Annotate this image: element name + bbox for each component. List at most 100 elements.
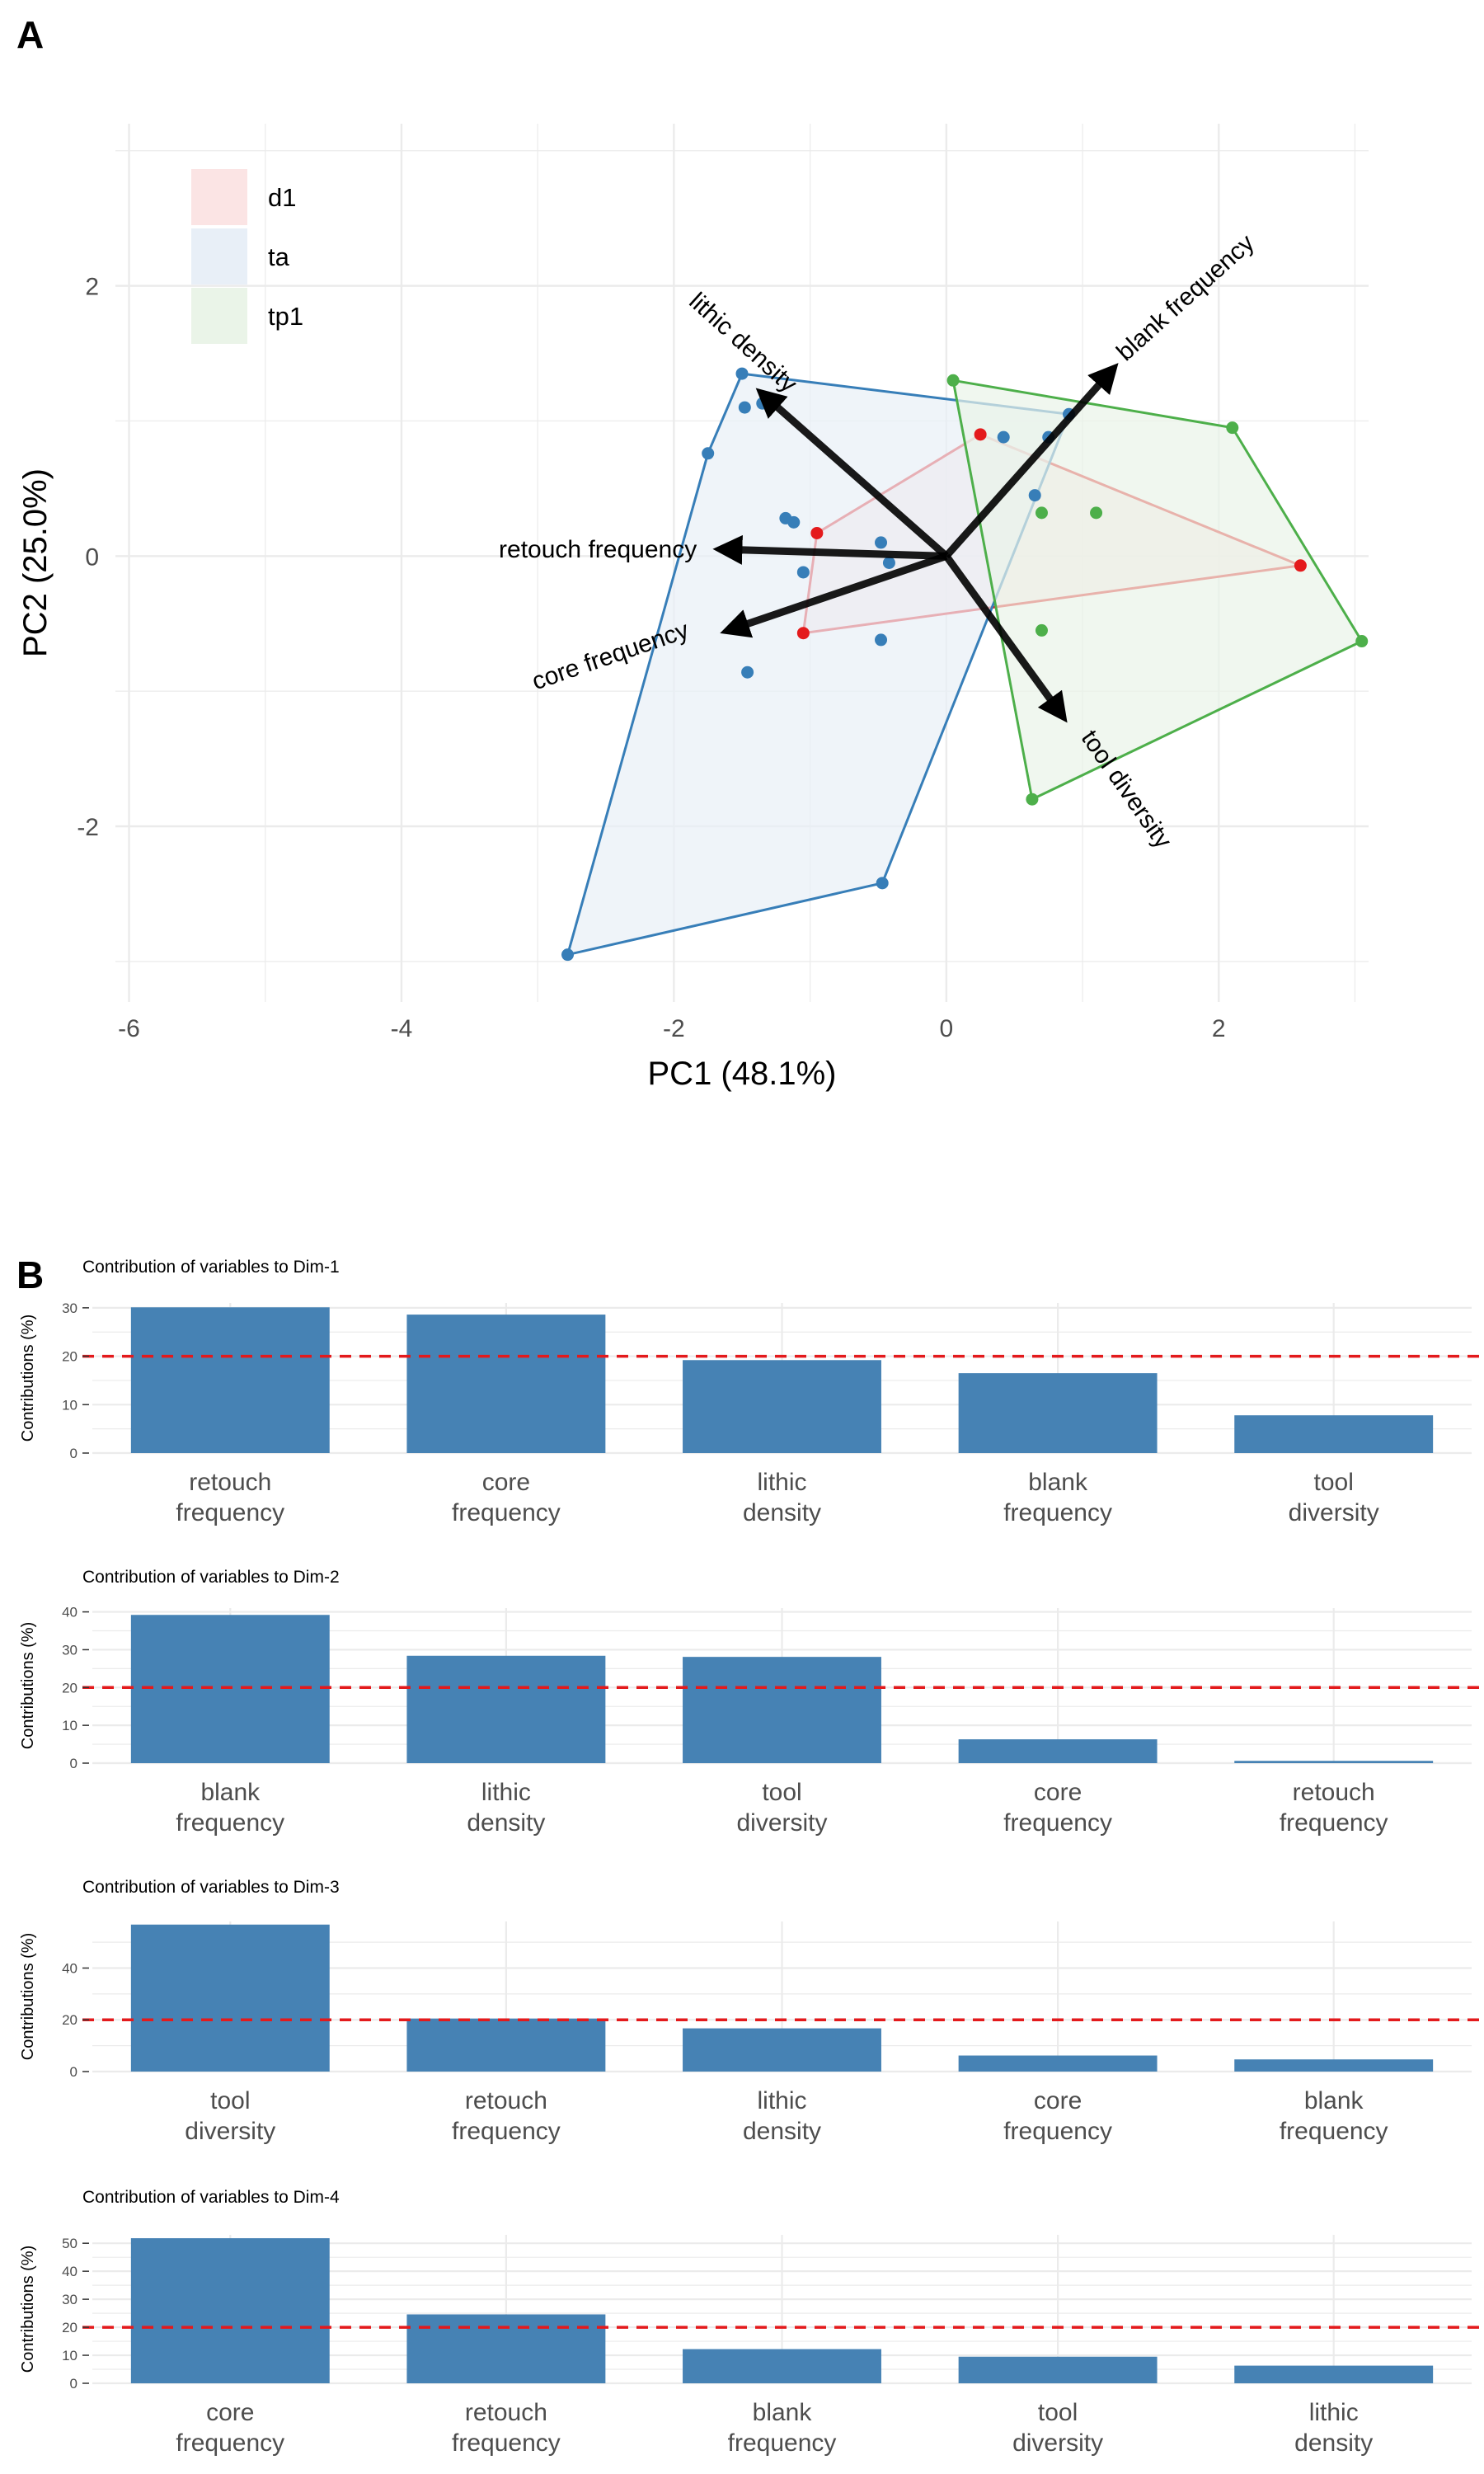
y-tick-label: 10: [62, 2348, 77, 2363]
x-tick-label: tool diversity: [1289, 1469, 1379, 1526]
bar-chart-dim-3: Contribution of variables to Dim-3 0 20 40 t…: [19, 1878, 1480, 2145]
bar-chart-title: Contribution of variables to Dim-1: [82, 1258, 340, 1277]
bar-core-frequency: [406, 1315, 606, 1453]
bar-chart-title: Contribution of variables to Dim-3: [82, 1878, 340, 1897]
x-tick-line: frequency: [1280, 2118, 1388, 2145]
legend-key-d1: [191, 169, 247, 225]
point-ta: [741, 666, 754, 679]
x-tick-line: lithic: [481, 1779, 531, 1806]
x-tick-line: frequency: [176, 1499, 284, 1526]
y-axis-title: Contributions (%): [19, 1622, 37, 1750]
x-tick-line: density: [743, 1499, 821, 1526]
bar-retouch-frequency: [406, 2018, 606, 2072]
bar-lithic-density: [1234, 2365, 1434, 2383]
x-tick-line: frequency: [728, 2429, 837, 2457]
x-tick-label: blank frequency: [176, 1779, 284, 1837]
x-tick-label: tool diversity: [185, 2087, 275, 2145]
point-ta: [787, 515, 801, 529]
y-tick-label: 2: [85, 274, 99, 301]
y-tick-label: 10: [62, 1397, 77, 1413]
bar-chart-title: Contribution of variables to Dim-4: [82, 2188, 340, 2207]
y-axis-title: Contributions (%): [19, 1315, 37, 1442]
x-tick-line: frequency: [1280, 1809, 1388, 1837]
point-d1: [974, 428, 987, 441]
x-tick-line: density: [467, 1809, 545, 1837]
bar-blank-frequency: [683, 2349, 881, 2383]
x-tick-label: -2: [663, 1015, 685, 1042]
x-tick-line: tool: [762, 1779, 801, 1806]
bar-retouch-frequency: [130, 1307, 330, 1453]
x-tick-label: retouch frequency: [1280, 1779, 1388, 1837]
bar-tool-diversity: [1234, 1415, 1434, 1453]
x-tick-label: tool diversity: [736, 1779, 827, 1837]
x-tick-label: 2: [1212, 1015, 1226, 1042]
contribution-bar-charts: Contribution of variables to Dim-1 0 10 20 3…: [19, 1258, 1480, 2457]
point-d1: [1294, 559, 1307, 572]
y-tick-label: 50: [62, 2236, 77, 2251]
bar-tool-diversity: [130, 1924, 330, 2072]
point-ta: [875, 633, 888, 647]
x-tick-line: frequency: [452, 1499, 561, 1526]
y-tick-label: 20: [62, 1680, 77, 1696]
x-tick-label: blank frequency: [728, 2399, 837, 2457]
point-tp1: [1226, 421, 1239, 435]
x-tick-line: retouch: [189, 1469, 271, 1496]
y-tick-label: 20: [62, 2320, 77, 2335]
bar-tool-diversity: [958, 2356, 1158, 2383]
x-tick-line: diversity: [185, 2118, 275, 2145]
x-tick-line: frequency: [176, 1809, 284, 1837]
legend-key-ta: [191, 228, 247, 285]
x-tick-line: lithic: [757, 1469, 806, 1496]
panel-a-label: A: [16, 13, 44, 56]
x-tick-line: density: [743, 2118, 821, 2145]
legend-label-tp1: tp1: [268, 302, 303, 331]
y-tick-label: 20: [62, 2012, 77, 2028]
y-tick-label: 0: [70, 1756, 77, 1771]
x-tick-line: tool: [210, 2087, 250, 2114]
x-tick-label: lithic density: [743, 2087, 821, 2145]
bar-chart-dim-4: Contribution of variables to Dim-4 0 10 20 3…: [19, 2188, 1480, 2457]
x-tick-line: frequency: [1003, 1499, 1112, 1526]
x-tick-label: tool diversity: [1012, 2399, 1103, 2457]
bar-retouch-frequency: [1234, 1761, 1434, 1763]
x-tick-label: core frequency: [1003, 1779, 1112, 1837]
point-tp1: [946, 374, 960, 387]
y-tick-label: 40: [62, 1960, 77, 1976]
y-tick-label: 40: [62, 1605, 77, 1620]
x-tick-label: 0: [939, 1015, 953, 1042]
y-tick-label: 20: [62, 1349, 77, 1365]
loading-arrow-lithic-density: [755, 388, 949, 559]
y-tick-label: 30: [62, 2292, 77, 2307]
point-ta: [997, 430, 1010, 444]
point-ta: [875, 536, 888, 549]
panel-b-label: B: [16, 1253, 44, 1296]
loading-label-blank-frequency: blank frequency: [1111, 229, 1259, 366]
y-axis-title: Contributions (%): [19, 2246, 37, 2373]
legend-label-ta: ta: [268, 242, 290, 271]
point-ta: [882, 557, 895, 569]
legend-key-tp1: [191, 288, 247, 344]
point-ta: [561, 948, 575, 962]
x-tick-line: core: [1034, 2087, 1082, 2114]
x-tick-line: lithic: [1309, 2399, 1359, 2426]
x-tick-line: core: [1034, 1779, 1082, 1806]
x-tick-label: retouch frequency: [176, 1469, 284, 1526]
x-tick-label: core frequency: [1003, 2087, 1112, 2145]
bar-tool-diversity: [683, 1657, 881, 1763]
x-tick-label: -4: [391, 1015, 413, 1042]
x-tick-line: tool: [1314, 1469, 1354, 1496]
bar-blank-frequency: [130, 1615, 330, 1763]
point-ta: [738, 401, 751, 414]
bar-lithic-density: [406, 1655, 606, 1763]
x-tick-line: blank: [200, 1779, 261, 1806]
bar-retouch-frequency: [406, 2314, 606, 2383]
x-tick-line: diversity: [1289, 1499, 1379, 1526]
x-tick-line: blank: [753, 2399, 813, 2426]
x-tick-label: blank frequency: [1003, 1469, 1112, 1526]
bar-core-frequency: [130, 2238, 330, 2383]
x-tick-label: core frequency: [452, 1469, 561, 1526]
x-tick-line: retouch: [465, 2087, 547, 2114]
point-ta: [702, 447, 715, 460]
bar-chart-title: Contribution of variables to Dim-2: [82, 1568, 340, 1587]
